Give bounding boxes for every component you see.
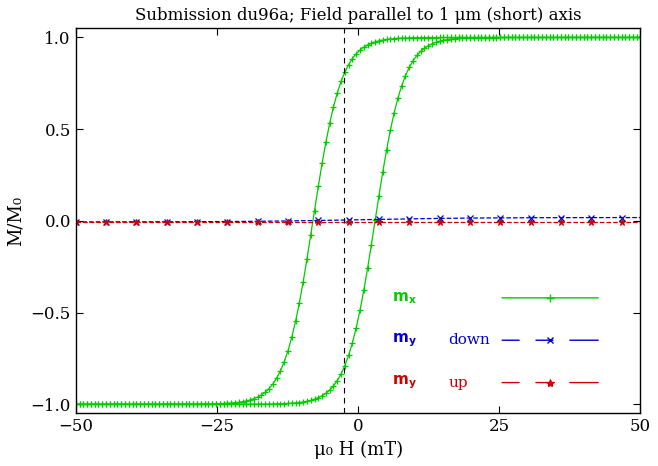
Text: down: down — [449, 333, 490, 347]
X-axis label: μ₀ H (mT): μ₀ H (mT) — [314, 441, 403, 459]
Y-axis label: M/M₀: M/M₀ — [7, 196, 25, 246]
Text: $\mathbf{m_y}$: $\mathbf{m_y}$ — [392, 374, 417, 391]
Title: Submission du96a; Field parallel to 1 μm (short) axis: Submission du96a; Field parallel to 1 μm… — [135, 7, 582, 24]
Text: $\mathbf{m_x}$: $\mathbf{m_x}$ — [392, 290, 417, 306]
Text: $\mathbf{m_y}$: $\mathbf{m_y}$ — [392, 331, 417, 349]
Text: up: up — [449, 376, 468, 390]
